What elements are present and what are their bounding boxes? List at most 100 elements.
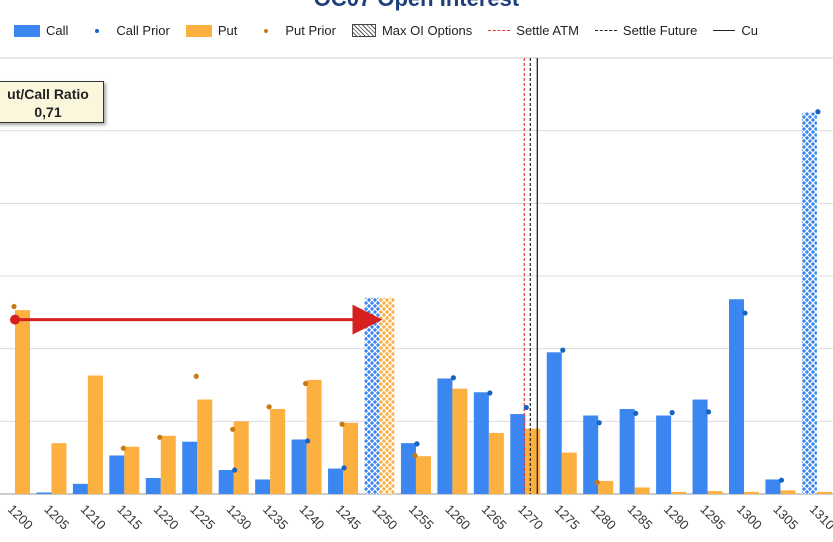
x-tick-label-1200: 1200 (5, 502, 36, 533)
put-bar-1250 (379, 297, 395, 494)
x-tick-label-1235: 1235 (260, 502, 291, 533)
legend-label: Put Prior (285, 23, 336, 38)
put-bar-1235 (270, 408, 286, 494)
legend-label: Call (46, 23, 69, 38)
call-bar-1250 (364, 297, 380, 494)
x-tick-label-1300: 1300 (734, 502, 765, 533)
put-bar-1265 (488, 432, 504, 494)
put-bar-1300 (744, 491, 759, 494)
call-bar-1290 (656, 415, 672, 494)
legend-label: Settle ATM (516, 23, 579, 38)
put-prior-dot-1240 (303, 380, 309, 387)
call-bar-1205 (36, 492, 52, 494)
call-prior-dot-1310 (815, 109, 821, 115)
put-bar-1285 (634, 487, 650, 494)
put-bar-1215 (124, 446, 140, 494)
put-bar-1275 (561, 452, 577, 494)
legend-label: Max OI Options (381, 23, 473, 38)
put-bar-1240 (306, 379, 322, 494)
chart-title: OC07 Open Interest (0, 0, 833, 12)
call-bar-1235 (255, 479, 271, 494)
legend-item-settle-atm: Settle ATM (488, 23, 579, 38)
put-bar-1295 (707, 491, 723, 494)
call-bar-1230 (218, 470, 234, 494)
legend: Call Call Prior Put Put Prior Max OI Options… (14, 23, 774, 38)
legend-swatch (713, 30, 736, 31)
legend-swatch (84, 25, 110, 37)
x-tick-label-1285: 1285 (625, 502, 656, 533)
call-bar-1260 (437, 378, 453, 494)
call-bar-1305 (765, 479, 781, 494)
x-tick-label-1295: 1295 (697, 502, 728, 533)
x-tick-label-1255: 1255 (406, 502, 437, 533)
call-bar-1245 (328, 468, 344, 494)
x-tick-label-1205: 1205 (41, 502, 72, 533)
put-bar-1270 (525, 428, 541, 494)
call-bar-1265 (473, 392, 489, 494)
put-bar-1225 (197, 399, 213, 494)
x-tick-label-1260: 1260 (442, 502, 473, 533)
legend-item-cu: Cu (713, 23, 758, 38)
put-prior-dot-1235 (266, 404, 272, 410)
put-bar-1230 (233, 421, 249, 494)
x-tick-label-1245: 1245 (333, 502, 364, 533)
call-prior-dot-1270 (523, 404, 529, 411)
call-prior-dot-1305 (778, 477, 785, 483)
legend-swatch (185, 24, 212, 37)
put-bar-1205 (51, 443, 67, 494)
call-bar-1300 (729, 299, 744, 494)
x-tick-label-1215: 1215 (114, 502, 145, 533)
x-tick-label-1265: 1265 (479, 502, 510, 533)
call-bar-1270 (510, 414, 526, 494)
legend-swatch (488, 30, 511, 31)
put-prior-dot-1280 (594, 479, 600, 485)
put-bar-1290 (671, 491, 687, 494)
call-prior-dot-1260 (450, 375, 456, 381)
call-prior-dot-1280 (596, 420, 602, 426)
put-bar-1305 (780, 490, 796, 494)
call-bar-1255 (400, 443, 416, 494)
x-tick-label-1220: 1220 (151, 502, 182, 533)
x-tick-label-1310: 1310 (807, 502, 833, 533)
call-bar-1225 (182, 441, 198, 494)
call-prior-dot-1255 (414, 441, 420, 447)
x-tick-label-1250: 1250 (369, 502, 400, 533)
ratio-value: 0,71 (34, 104, 62, 120)
ratio-label: ut/Call Ratio (7, 86, 89, 102)
x-tick-label-1225: 1225 (187, 502, 218, 533)
call-prior-dot-1275 (560, 347, 566, 353)
legend-item-settle-future: Settle Future (594, 23, 697, 38)
call-bar-1210 (72, 483, 88, 494)
legend-item-max-oi-options: Max OI Options (351, 23, 473, 38)
x-tick-label-1305: 1305 (770, 502, 801, 533)
put-bar-1210 (87, 375, 103, 494)
put-prior-dot-1225 (193, 373, 199, 379)
x-tick-label-1240: 1240 (296, 502, 327, 533)
call-prior-dot-1290 (669, 410, 675, 416)
call-bar-1285 (619, 408, 635, 494)
put-bar-1260 (452, 388, 468, 494)
put-prior-dot-1255 (412, 452, 418, 459)
x-tick-label-1290: 1290 (661, 502, 692, 533)
x-tick-label-1280: 1280 (588, 502, 619, 533)
call-bar-1240 (291, 439, 307, 494)
legend-label: Put (217, 23, 238, 38)
call-prior-dot-1285 (633, 410, 639, 416)
put-bar-1200 (15, 310, 30, 494)
call-bar-1295 (692, 399, 708, 494)
legend-item-call-prior: Call Prior (84, 23, 170, 38)
put-prior-dot-1215 (120, 445, 126, 451)
call-prior-dot-1300 (742, 310, 748, 316)
legend-swatch (351, 24, 376, 37)
call-bar-1310 (801, 112, 817, 494)
put-prior-dot-1230 (230, 426, 236, 432)
legend-label: Call Prior (116, 23, 170, 38)
legend-swatch (594, 30, 617, 31)
put-bar-1245 (343, 422, 359, 494)
call-prior-dot-1230 (232, 467, 238, 473)
put-bar-1280 (598, 480, 614, 494)
legend-label: Cu (741, 23, 758, 38)
x-tick-label-1270: 1270 (515, 502, 546, 533)
call-bar-1220 (145, 478, 161, 494)
